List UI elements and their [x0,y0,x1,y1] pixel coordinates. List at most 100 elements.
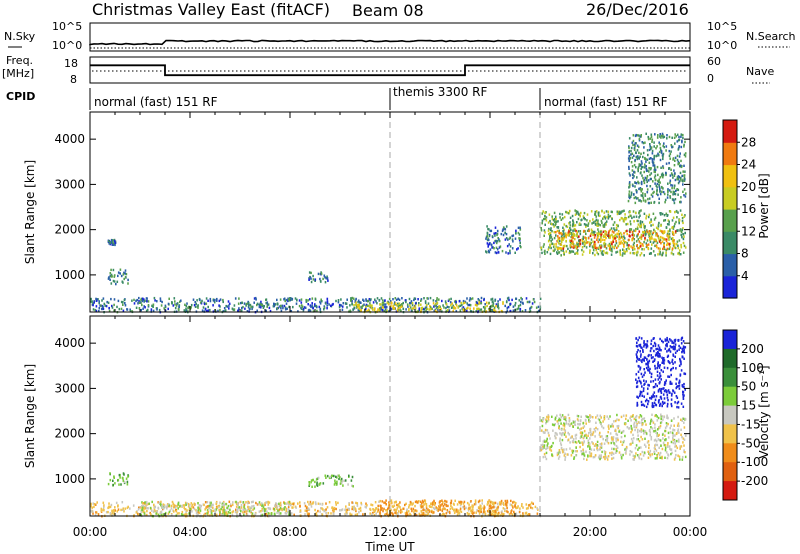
velocity-scatter-cell [354,513,357,517]
power-scatter-cell [549,245,551,248]
velocity-scatter-cell [120,483,122,486]
power-scatter-cell [521,301,524,304]
velocity-scatter-cell [659,456,662,459]
velocity-scatter-cell [565,448,568,451]
velocity-scatter-cell [577,422,579,426]
power-scatter-cell [642,223,645,226]
velocity-scatter-cell [278,504,281,508]
power-scatter-cell [656,186,658,189]
power-scatter-cell [650,133,653,136]
power-scatter-cell [436,297,438,300]
power-scatter-cell [633,248,636,251]
velocity-scatter-cell [308,481,310,484]
power-scatter-cell [573,227,576,231]
power-scatter-cell [110,297,112,301]
power-scatter-cell [664,238,667,241]
power-scatter-cell [433,309,436,313]
power-scatter-cell [654,133,656,136]
power-scatter-cell [565,210,567,214]
power-scatter-cell [602,235,605,238]
velocity-scatter-cell [638,446,640,450]
power-scatter-cell [259,302,262,305]
power-scatter-cell [639,164,642,167]
power-scatter-cell [636,226,639,229]
velocity-scatter-cell [525,503,528,506]
velocity-scatter-cell [459,507,462,510]
power-scatter-cell [205,309,208,313]
power-scatter-cell [541,219,544,222]
power-scatter-cell [384,305,386,309]
velocity-scatter-cell [637,376,640,380]
velocity-scatter-cell [330,476,332,479]
power-scatter-cell [633,148,636,152]
power-scatter-cell [628,244,630,247]
velocity-scatter-cell [650,354,652,357]
power-scatter-cell [205,302,208,305]
power-scatter-cell [643,179,645,182]
power-scatter-cell [593,236,596,239]
power-scatter-cell [484,303,486,306]
velocity-scatter-cell [351,475,354,479]
power-scatter-cell [640,182,643,186]
velocity-scatter-cell [442,500,444,504]
velocity-scatter-cell [197,511,199,514]
power-scatter-cell [538,309,540,313]
power-scatter-cell [658,201,660,205]
velocity-scatter-cell [351,507,353,511]
power-scatter-cell [574,244,577,247]
velocity-scatter-cell [659,380,661,384]
power-scatter-cell [584,243,586,246]
power-scatter-cell [116,280,119,283]
velocity-scatter-cell [635,452,637,455]
velocity-scatter-cell [635,385,638,389]
power-colorbar-segment [723,275,737,299]
power-scatter-cell [556,251,558,254]
date-label: 26/Dec/2016 [586,0,689,19]
velocity-scatter-cell [659,337,661,341]
power-scatter-cell [379,308,382,311]
power-scatter-cell [501,249,504,253]
power-scatter-cell [240,301,242,305]
power-scatter-cell [614,229,616,232]
power-scatter-cell [573,233,575,236]
power-scatter-cell [674,193,677,196]
power-scatter-cell [113,239,116,243]
power-scatter-cell [135,306,138,309]
velocity-scatter-cell [122,507,125,510]
velocity-scatter-cell [180,513,183,516]
velocity-scatter-cell [660,395,662,399]
velocity-scatter-cell [636,357,639,360]
power-scatter-cell [455,310,458,313]
velocity-scatter-cell [661,415,664,418]
velocity-scatter-cell [654,426,656,429]
velocity-scatter-cell [405,513,407,516]
velocity-scatter-cell [644,356,647,359]
power-scatter-cell [633,245,635,248]
power-scatter-cell [310,277,312,280]
power-scatter-cell [111,275,113,278]
velocity-scatter-cell [492,506,495,509]
power-scatter-cell [535,306,538,309]
velocity-scatter-cell [373,510,376,514]
power-scatter-cell [653,240,656,243]
power-scatter-cell [587,222,590,225]
velocity-scatter-cell [520,504,523,508]
velocity-scatter-cell [456,503,459,506]
velocity-scatter-cell [630,431,632,434]
power-scatter-cell [653,164,656,167]
velocity-scatter-cell [587,434,589,437]
velocity-scatter-cell [109,512,112,515]
velocity-scatter-cell [144,501,146,504]
velocity-scatter-cell [483,510,485,514]
velocity-scatter-cell [496,506,498,510]
nsearch-label: N.Search [746,30,796,43]
power-scatter-cell [381,306,384,309]
velocity-scatter-cell [356,513,359,516]
velocity-scatter-cell [384,513,386,517]
power-scatter-cell [546,251,549,254]
power-scatter-cell [560,240,563,243]
velocity-scatter-cell [155,512,157,515]
velocity-scatter-cell [458,511,461,515]
velocity-scatter-cell [589,416,591,419]
power-scatter-cell [677,246,680,250]
